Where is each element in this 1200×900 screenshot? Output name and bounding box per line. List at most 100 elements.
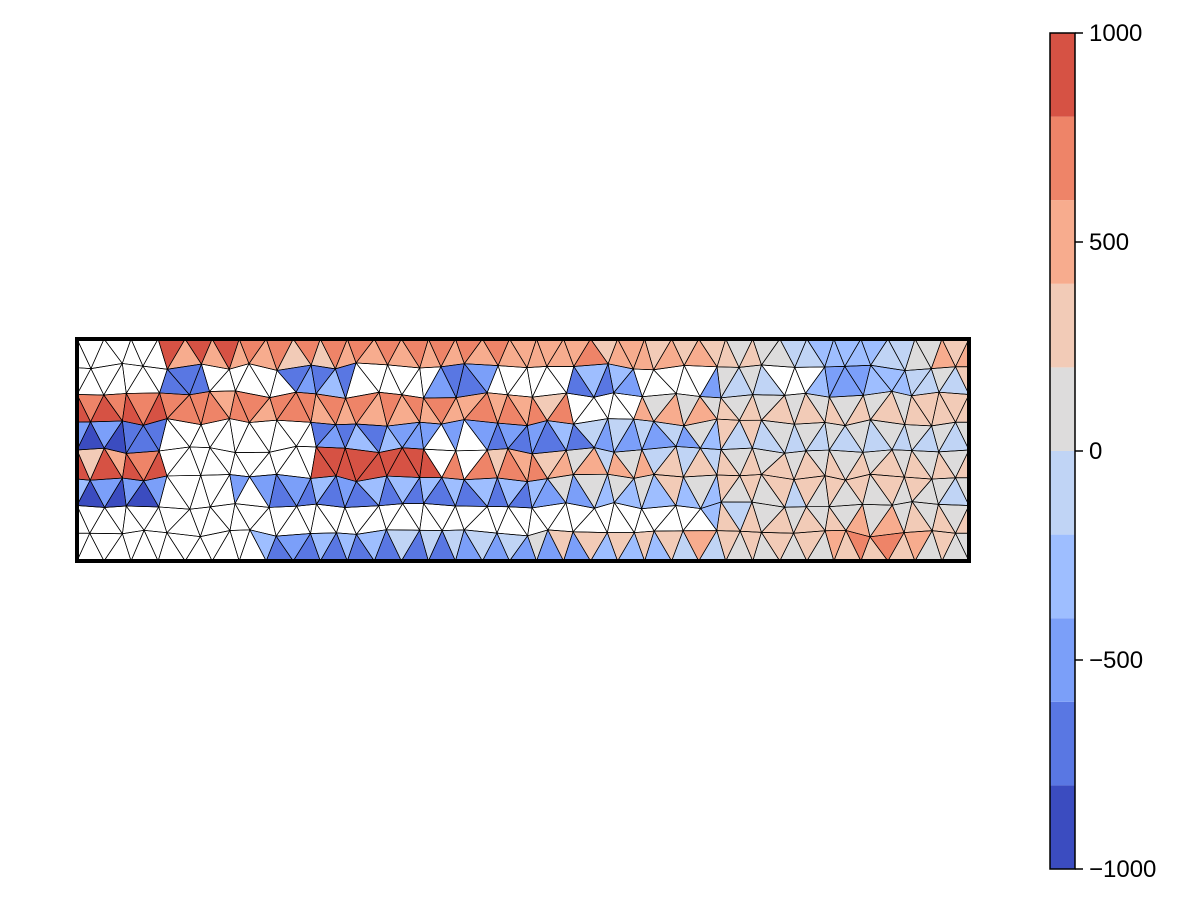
mesh-triangle (593, 502, 615, 534)
mesh-triangle (209, 503, 236, 532)
mesh-triangle (968, 394, 969, 396)
colorbar-band (1050, 534, 1075, 619)
mesh-triangle (199, 506, 231, 538)
mesh-triangle (315, 503, 346, 534)
field-cell (968, 504, 969, 506)
colorbar-tick-label: −1000 (1089, 856, 1156, 883)
mesh-triangle (189, 446, 211, 477)
mesh-triangle (968, 560, 969, 561)
mesh-triangle (234, 503, 270, 531)
mesh-triangle (77, 339, 105, 370)
mesh-triangle (229, 502, 251, 531)
field-cell (968, 394, 969, 396)
mesh-triangle (419, 502, 443, 531)
mesh-triangle (130, 339, 159, 367)
colorbar-band (1050, 367, 1075, 451)
mesh-triangle (248, 451, 277, 478)
mesh-triangle (125, 505, 160, 531)
mesh-triangle (184, 535, 213, 561)
field-cell (229, 474, 251, 505)
field-cell (440, 419, 465, 452)
mesh-triangle (486, 506, 509, 535)
mesh-triangle (275, 505, 312, 537)
mesh-triangle (954, 449, 969, 479)
mesh-triangle (463, 505, 498, 534)
mesh-triangle (77, 449, 91, 481)
colorbar-ticks: 1000 500 0 −500 −1000 (1075, 20, 1156, 883)
mesh-triangle (968, 339, 969, 340)
mesh-triangle (526, 366, 548, 399)
mesh-triangle (968, 393, 969, 395)
field-cell (968, 449, 969, 451)
mesh-triangle (954, 477, 969, 507)
mesh-triangle (166, 474, 202, 510)
mesh-triangle (954, 339, 969, 368)
mesh-triangle (77, 532, 105, 561)
mesh-triangle (157, 531, 186, 561)
mesh-triangle (121, 339, 144, 367)
colorbar: 1000 500 0 −500 −1000 (1049, 20, 1156, 883)
mesh-triangle (954, 393, 969, 423)
mesh-triangle (954, 532, 969, 561)
mesh-triangle (268, 505, 298, 537)
mesh-triangle (77, 367, 105, 396)
mesh-triangle (200, 474, 231, 508)
mesh-triangle (675, 364, 701, 397)
mesh-triangle (143, 506, 168, 534)
mesh-triangle (229, 451, 251, 478)
colorbar-band (1050, 33, 1075, 117)
field-cell (968, 505, 969, 507)
mesh-triangle (652, 365, 685, 395)
mesh-triangle (496, 506, 529, 537)
mesh-triangle (968, 504, 969, 506)
mesh-triangle (441, 505, 465, 531)
mesh-triangle (229, 529, 251, 561)
colorbar-tick-label: 1000 (1089, 20, 1142, 47)
colorbar-band (1050, 451, 1075, 535)
plot-area (75, 337, 971, 563)
mesh-triangle (166, 508, 201, 538)
mesh-triangle (89, 506, 124, 535)
mesh-triangle (335, 506, 357, 535)
mesh-triangle (189, 506, 211, 538)
mesh-triangle (310, 503, 338, 534)
mesh-triangle (125, 365, 161, 394)
field-cell (968, 449, 969, 451)
colorbar-bands (1050, 33, 1075, 869)
colorbar-band (1050, 785, 1075, 869)
colorbar-band (1050, 200, 1075, 284)
field-cell (968, 339, 969, 340)
colorbar-tick-label: 0 (1089, 438, 1102, 465)
mesh-triangle (200, 446, 231, 476)
mesh-triangle (385, 502, 421, 531)
mesh-triangle (143, 529, 168, 561)
mesh-triangle (130, 529, 159, 561)
mesh-triangle (166, 532, 201, 561)
field-cell (968, 393, 969, 395)
mesh-triangle (77, 505, 106, 535)
mesh-triangle (158, 506, 191, 534)
mesh-triangle (606, 501, 635, 533)
colorbar-band (1050, 283, 1075, 368)
mesh-triangle (572, 507, 608, 533)
mesh-triangle (189, 474, 211, 510)
mesh-triangle (229, 418, 250, 454)
mesh-triangle (607, 391, 635, 420)
field-cell (441, 450, 465, 481)
mesh-triangle (211, 529, 240, 561)
mesh-triangle (968, 449, 969, 451)
mesh-triangle (968, 449, 969, 451)
mesh-triangle (121, 505, 145, 535)
colorbar-tick-label: −500 (1089, 647, 1143, 674)
mesh-triangle (954, 366, 969, 396)
mesh-triangle (968, 505, 969, 507)
mesh-triangle (209, 447, 236, 476)
mesh-triangle (189, 423, 211, 449)
mesh-triangle (386, 364, 421, 396)
mesh-triangle (89, 532, 124, 561)
mesh-triangle (355, 362, 389, 394)
colorbar-band (1050, 618, 1075, 702)
mesh-triangle (531, 365, 568, 398)
colorbar-tick-label: 500 (1089, 229, 1129, 256)
